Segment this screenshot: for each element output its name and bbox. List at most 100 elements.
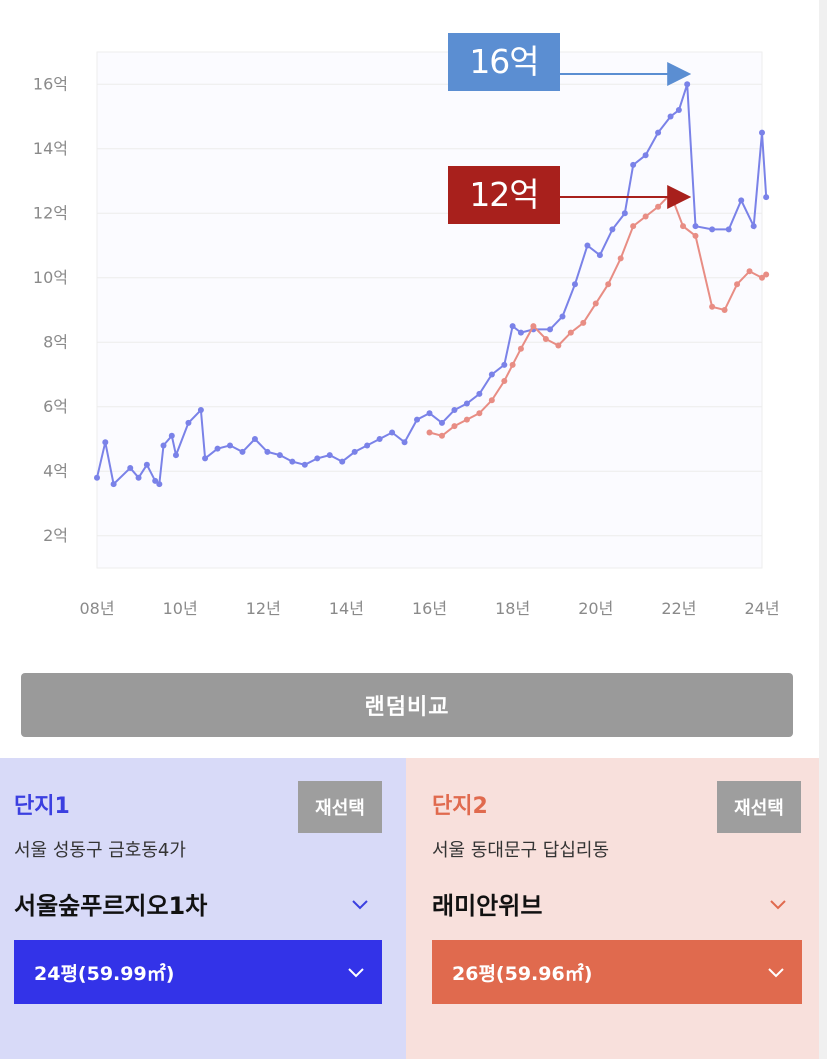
- series-point-1: [214, 445, 221, 452]
- series-point-1: [517, 329, 524, 336]
- series-point-1: [738, 197, 745, 204]
- series-point-2: [463, 416, 470, 423]
- series-point-2: [530, 323, 537, 330]
- series-point-2: [617, 255, 624, 262]
- complex2-name: 래미안위브: [432, 892, 543, 920]
- series-point-2: [692, 232, 699, 239]
- series-point-1: [692, 223, 699, 230]
- series-point-2: [746, 268, 753, 275]
- series-point-1: [655, 129, 662, 136]
- series-point-2: [438, 432, 445, 439]
- complex1-size-label: 24평(59.99㎡): [34, 962, 175, 985]
- complex2-title: 단지2: [432, 794, 488, 819]
- series-point-1: [630, 161, 637, 168]
- series-point-1: [351, 448, 358, 455]
- series-point-1: [160, 442, 167, 449]
- series-point-1: [709, 226, 716, 233]
- complex1-panel: 단지1 재선택 서울 성동구 금호동4가 서울숲푸르지오1차 24평(59.99…: [0, 758, 406, 1059]
- y-tick-label: 12억: [33, 203, 68, 222]
- series-point-2: [734, 281, 741, 288]
- series-point-1: [339, 458, 346, 465]
- complex1-reselect-button[interactable]: 재선택: [298, 781, 382, 833]
- series-point-1: [642, 152, 649, 159]
- random-compare-button[interactable]: 랜덤비교: [21, 673, 793, 737]
- series-point-1: [501, 361, 508, 368]
- series-point-2: [759, 274, 765, 281]
- series-point-2: [630, 223, 637, 230]
- x-tick-label: 18년: [495, 599, 530, 618]
- series-point-1: [759, 129, 765, 136]
- series-point-1: [202, 455, 209, 462]
- series-point-2: [592, 300, 599, 307]
- series-point-1: [127, 465, 134, 472]
- series-point-1: [301, 461, 308, 468]
- series-point-1: [264, 448, 271, 455]
- series-point-1: [476, 390, 483, 397]
- series-point-1: [438, 419, 445, 426]
- series-point-1: [401, 439, 408, 446]
- complex2-select[interactable]: 래미안위브: [432, 886, 788, 922]
- series-point-2: [509, 361, 516, 368]
- series-point-1: [675, 107, 682, 114]
- series-point-1: [559, 313, 566, 320]
- y-tick-label: 4억: [43, 461, 68, 480]
- series-point-1: [152, 477, 159, 484]
- series-point-1: [389, 429, 396, 436]
- x-tick-label: 14년: [329, 599, 364, 618]
- series-point-1: [135, 474, 142, 481]
- y-tick-label: 10억: [33, 268, 68, 287]
- complex2-size-label: 26평(59.96㎡): [452, 962, 593, 985]
- series-point-2: [517, 345, 524, 352]
- series-point-1: [94, 474, 100, 481]
- price-chart: 2억 4억 6억 8억 10억 12억 14억 16억 08년 10년 12년 14년 16년 18년 20…: [33, 33, 780, 618]
- complex1-name: 서울숲푸르지오1차: [14, 892, 208, 920]
- series-point-1: [251, 436, 258, 442]
- series-point-1: [156, 481, 163, 488]
- series-point-2: [580, 319, 587, 326]
- series-point-1: [185, 419, 192, 426]
- series-point-2: [680, 223, 687, 230]
- chevron-down-icon: [352, 900, 368, 910]
- series-point-2: [426, 429, 433, 436]
- complex2-size-select[interactable]: 26평(59.96㎡): [432, 940, 802, 1004]
- series-point-1: [364, 442, 371, 449]
- series-point-1: [488, 371, 495, 378]
- complex2-reselect-button[interactable]: 재선택: [717, 781, 801, 833]
- series-point-1: [725, 226, 732, 233]
- y-tick-label: 6억: [43, 397, 68, 416]
- series-point-1: [168, 432, 175, 439]
- series-point-1: [314, 455, 321, 462]
- scrollbar-track[interactable]: [819, 0, 827, 1059]
- complex1-select[interactable]: 서울숲푸르지오1차: [14, 886, 370, 922]
- series-point-1: [227, 442, 233, 449]
- series-point-2: [451, 423, 458, 430]
- series-point-2: [567, 329, 574, 336]
- y-tick-label: 2억: [43, 526, 68, 545]
- y-tick-label: 16억: [33, 74, 68, 93]
- y-tick-label: 8억: [43, 332, 68, 351]
- series-point-1: [414, 416, 421, 423]
- series-point-1: [143, 461, 150, 468]
- complex1-size-select[interactable]: 24평(59.99㎡): [14, 940, 382, 1004]
- complex1-title: 단지1: [14, 794, 70, 819]
- series-point-1: [571, 281, 578, 288]
- series-point-1: [609, 226, 616, 233]
- series-point-2: [555, 342, 562, 349]
- series-point-1: [172, 452, 179, 459]
- series-point-2: [542, 336, 549, 343]
- chevron-down-icon: [768, 968, 784, 978]
- series-point-1: [596, 252, 603, 259]
- series-point-2: [605, 281, 612, 288]
- complex2-panel: 단지2 재선택 서울 동대문구 답십리동 래미안위브 26평(59.96㎡): [406, 758, 827, 1059]
- series-point-1: [584, 242, 591, 249]
- x-tick-label: 08년: [79, 599, 114, 618]
- series-point-1: [509, 323, 516, 330]
- chevron-down-icon: [770, 900, 786, 910]
- series-point-2: [501, 377, 508, 384]
- complex2-address: 서울 동대문구 답십리동: [432, 840, 610, 861]
- series-point-1: [667, 113, 674, 120]
- complex1-address: 서울 성동구 금호동4가: [14, 840, 186, 861]
- series-point-1: [326, 452, 333, 459]
- plot-area: [96, 51, 763, 569]
- x-tick-label: 24년: [744, 599, 779, 618]
